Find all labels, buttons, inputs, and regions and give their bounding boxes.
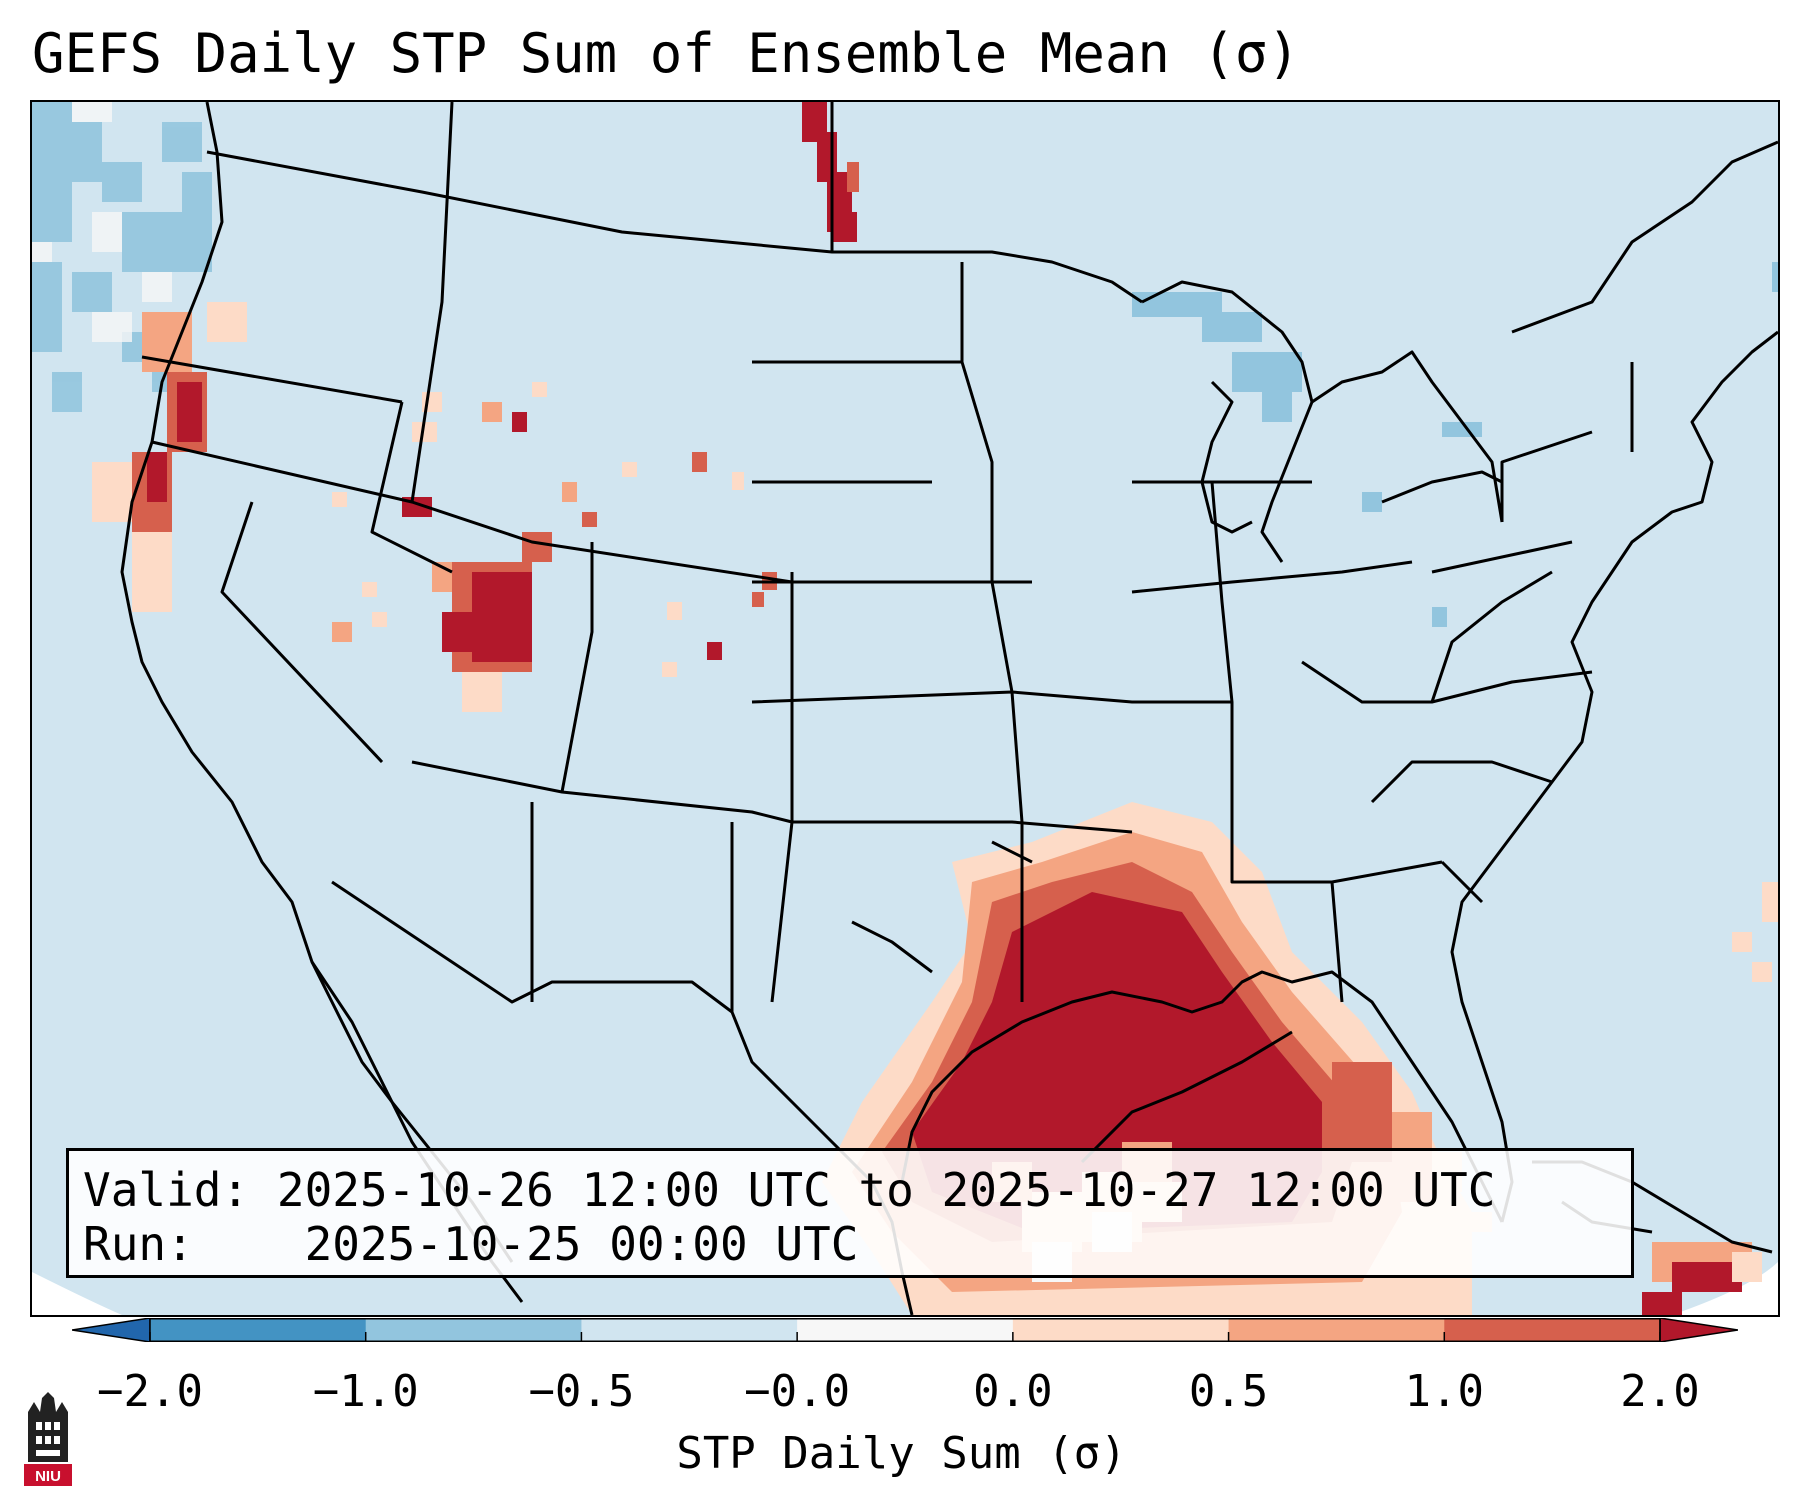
- colorbar-tick-label: 2.0: [1620, 1366, 1700, 1417]
- colorbar-tick-label: −1.0: [312, 1366, 419, 1417]
- positive-anomaly-plains: [562, 452, 777, 677]
- colorbar-under-arrow: [72, 1318, 151, 1342]
- positive-anomaly-utah: [332, 382, 552, 712]
- positive-anomaly-caribbean: [1642, 882, 1778, 1315]
- colorbar: [72, 1318, 1738, 1342]
- colorbar-label: STP Daily Sum (σ): [676, 1428, 1127, 1479]
- colorbar-bin: [1012, 1318, 1230, 1342]
- colorbar-tick-label: 1.0: [1404, 1366, 1485, 1417]
- projection-edge-left: [32, 1272, 122, 1315]
- validity-info-box: Valid: 2025-10-26 12:00 UTC to 2025-10-2…: [66, 1148, 1634, 1278]
- colorbar-tick-label: −2.0: [97, 1366, 203, 1417]
- colorbar-bin: [1228, 1318, 1445, 1342]
- light-anomaly-pacific: [32, 102, 172, 342]
- negative-anomaly-pacific: [32, 102, 212, 412]
- stp-map: [32, 102, 1778, 1315]
- colorbar-bin: [581, 1318, 798, 1342]
- niu-logo: NIU: [24, 1392, 72, 1486]
- colorbar-tick-label: −0.0: [744, 1366, 851, 1417]
- colorbar-bin: [797, 1318, 1014, 1342]
- valid-value: 2025-10-26 12:00 UTC to 2025-10-27 12:00…: [276, 1163, 1496, 1217]
- valid-label: Valid:: [83, 1163, 250, 1217]
- niu-logo-text: NIU: [35, 1468, 61, 1485]
- colorbar-tick-label: 0.5: [1188, 1366, 1269, 1417]
- colorbar-outline: [149, 1318, 1661, 1342]
- colorbar-bin: [365, 1318, 582, 1342]
- colorbar-over-arrow: [1659, 1318, 1738, 1342]
- colorbar-tick-label: −0.5: [528, 1366, 635, 1417]
- positive-anomaly-west-coast: [92, 302, 247, 612]
- colorbar-bin: [1444, 1318, 1661, 1342]
- run-value: 2025-10-25 00:00 UTC: [304, 1217, 859, 1271]
- run-label: Run:: [83, 1217, 194, 1271]
- negative-anomaly-great-lakes: [1132, 262, 1778, 627]
- colorbar-bins: [149, 1318, 1661, 1342]
- projection-edge-right: [1672, 1262, 1778, 1315]
- colorbar-tick-label: 0.0: [973, 1366, 1053, 1417]
- map-panel: [30, 100, 1780, 1317]
- chart-title: GEFS Daily STP Sum of Ensemble Mean (σ): [32, 22, 1300, 85]
- colorbar-bin: [150, 1318, 367, 1342]
